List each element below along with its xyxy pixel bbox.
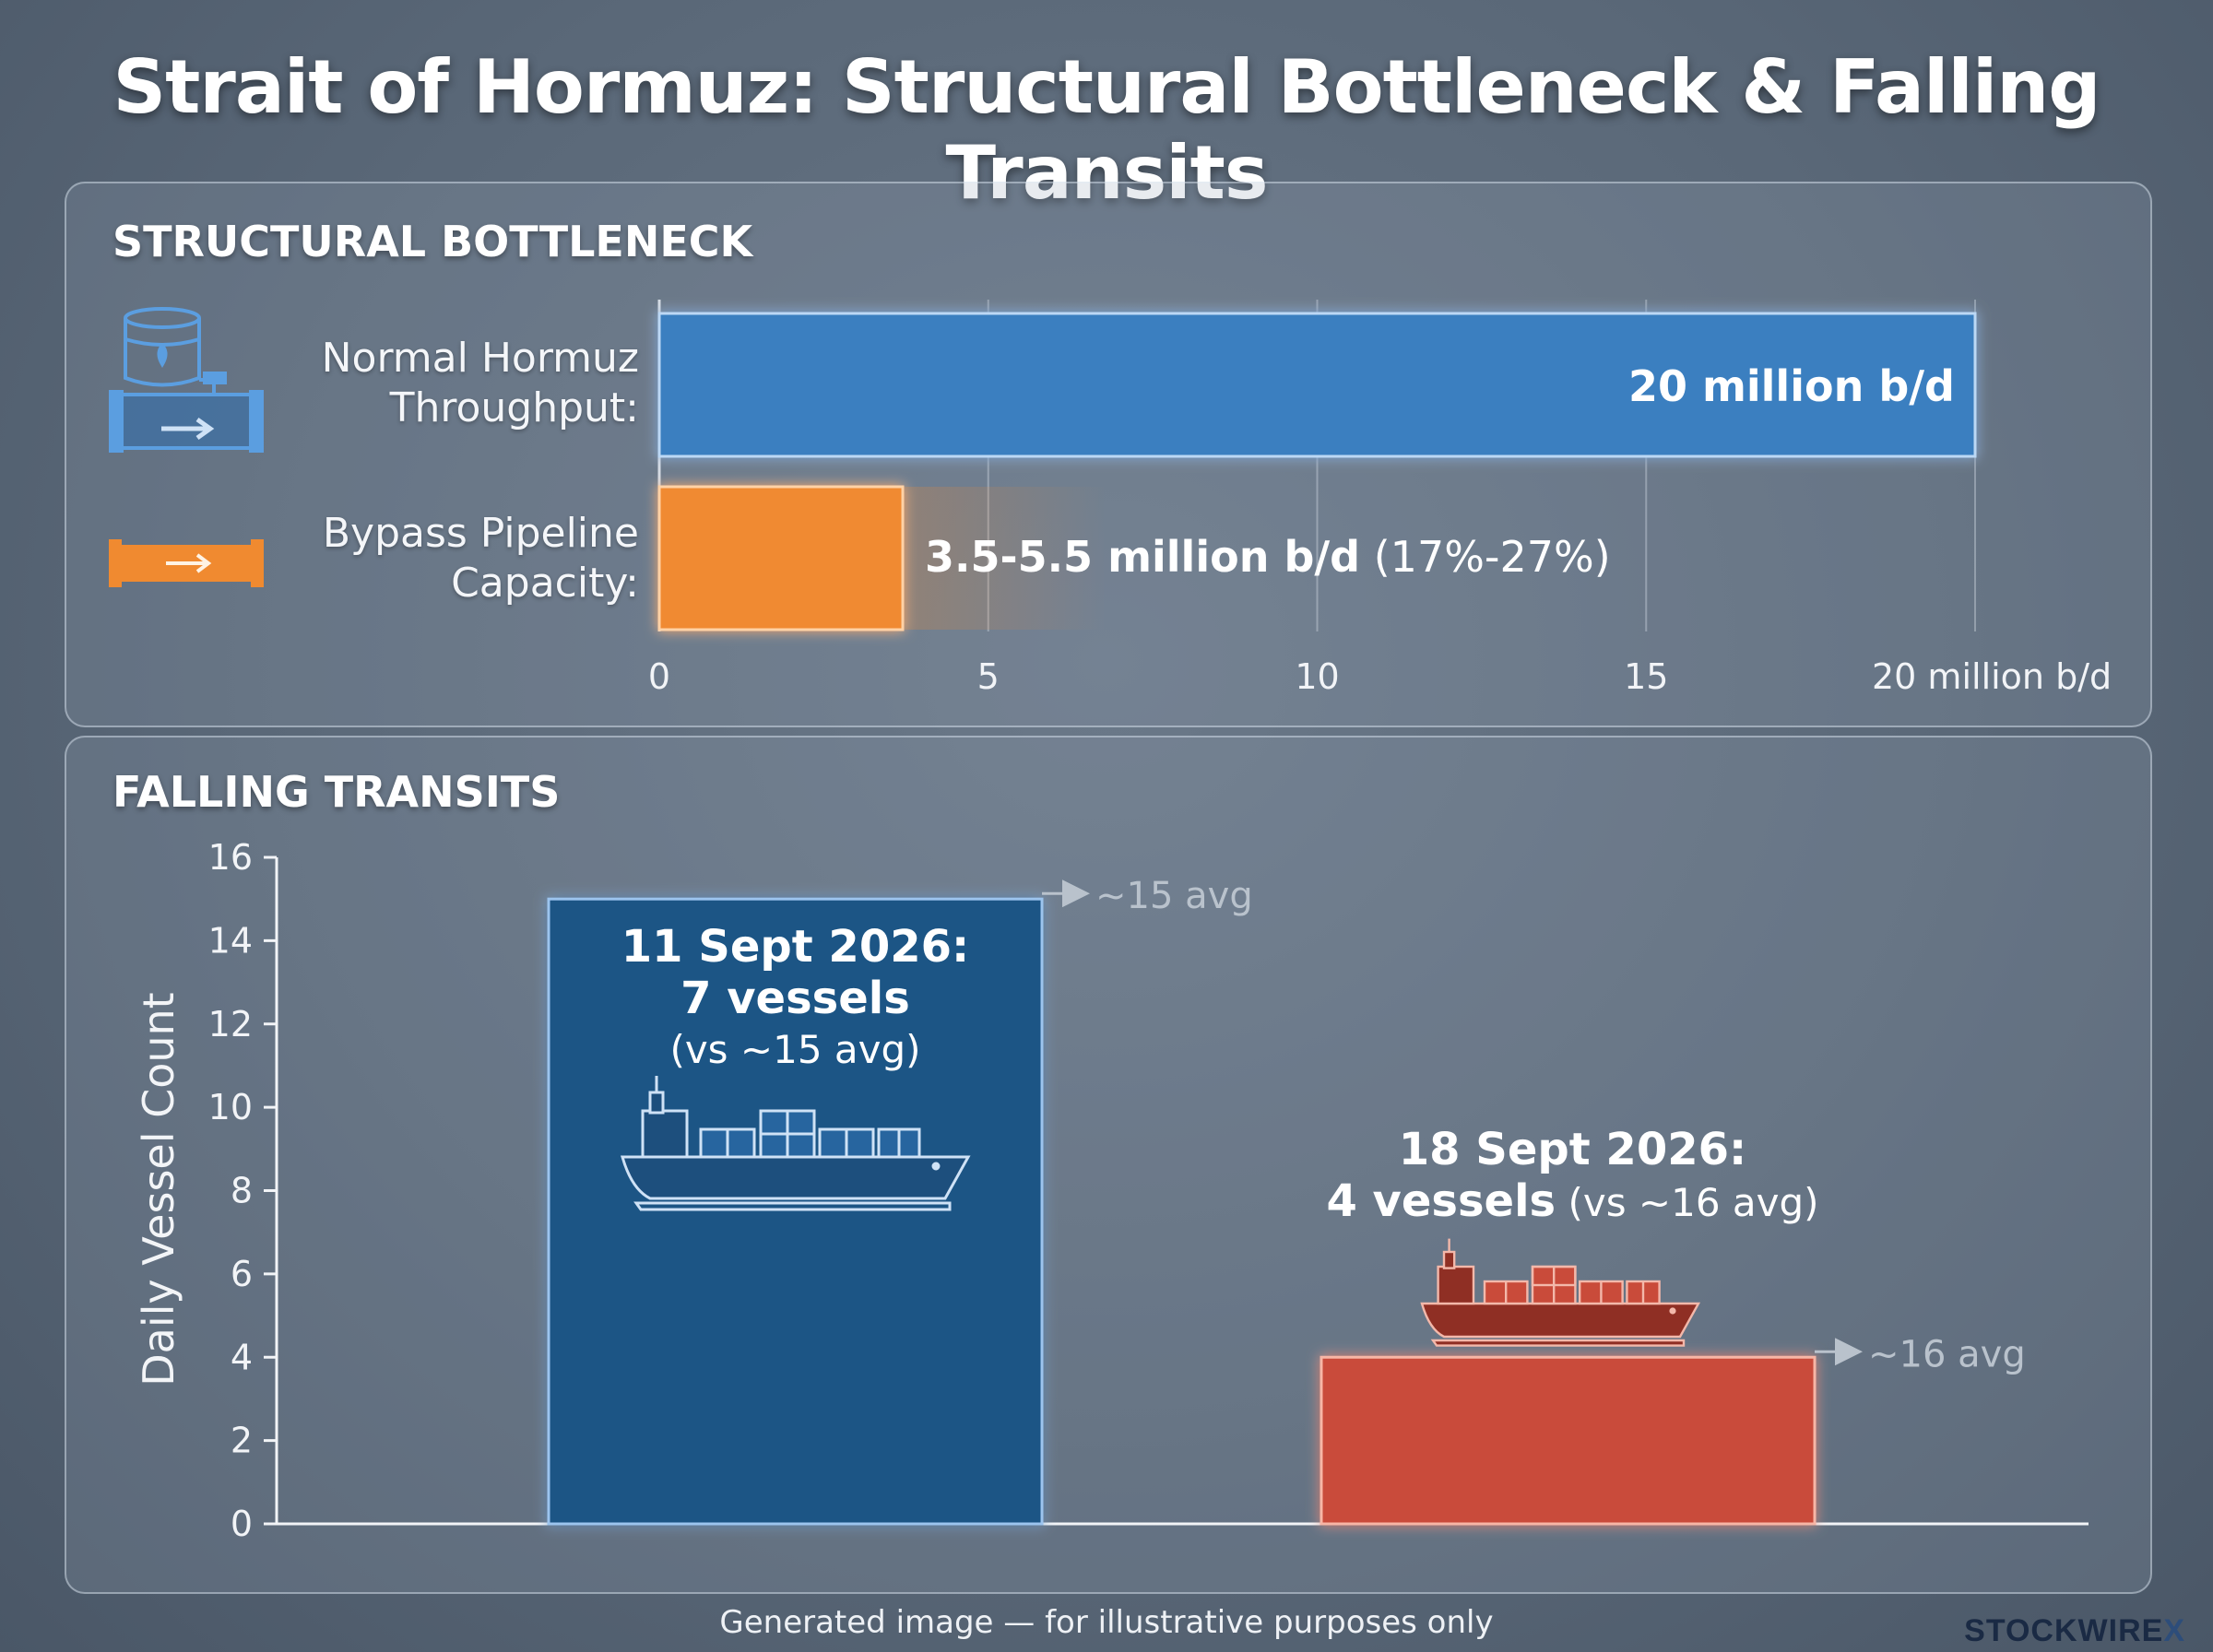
bar-label-title: 11 Sept 2026: [621, 921, 969, 973]
transits-bar-chart: 0 2 4 6 8 10 12 14 16 Daily Vessel Count ~15 avg ~1… [134, 837, 2089, 1544]
y-tick-label: 8 [231, 1171, 253, 1211]
bar-label-count: 4 vessels (vs ~16 avg) [1326, 1175, 1818, 1227]
y-tick-label: 4 [231, 1337, 253, 1377]
oil-barrel-pipe-icon [109, 307, 264, 453]
panel-title-bottleneck: STRUCTURAL BOTTLENECK [112, 217, 753, 266]
x-tick-label: 15 [1624, 656, 1668, 697]
page-title: Strait of Hormuz: Structural Bottleneck … [112, 44, 2101, 216]
y-tick-label: 6 [231, 1254, 253, 1294]
bar-transit-1 [547, 897, 1044, 1526]
bar-transit-2 [1320, 1355, 1817, 1526]
panel-title-transits: FALLING TRANSITS [112, 767, 561, 817]
y-tick-label: 14 [208, 920, 253, 961]
bar-label-sub: (vs ~15 avg) [669, 1027, 920, 1072]
brand-logo: STOCKWIREX [1964, 1613, 2185, 1648]
x-tick-label: 5 [977, 656, 1000, 697]
value-label-bypass: 3.5-5.5 million b/d (17%-27%) [925, 532, 1611, 582]
bar-bypass-capacity [657, 485, 905, 631]
x-tick-label: 10 [1295, 656, 1339, 697]
value-label-throughput: 20 million b/d [1628, 361, 1955, 411]
bar-label-count: 7 vessels [680, 973, 910, 1024]
y-tick-label: 16 [208, 837, 253, 878]
bottleneck-bar-chart: 0 5 10 15 20 million b/d 20 million b/d 3.5-5.… [648, 300, 2112, 697]
avg-label: ~16 avg [1868, 1333, 2026, 1375]
bar-label-title: 18 Sept 2026: [1399, 1124, 1746, 1175]
avg-label: ~15 avg [1095, 875, 1253, 917]
row-label-bypass: Bypass Pipeline Capacity: [322, 510, 639, 607]
pipeline-icon [109, 539, 264, 587]
y-tick-label: 2 [231, 1421, 253, 1461]
bar-normal-throughput [657, 312, 1977, 458]
row-label-throughput: Normal Hormuz Throughput: [321, 335, 639, 431]
y-tick-label: 0 [231, 1504, 253, 1544]
y-axis-label: Daily Vessel Count [134, 992, 183, 1386]
cargo-ship-icon [621, 1076, 971, 1211]
footer-disclaimer: Generated image — for illustrative purpo… [719, 1604, 1494, 1641]
x-tick-label: 20 million b/d [1872, 656, 2112, 697]
cargo-ship-icon [1420, 1238, 1701, 1347]
y-tick-label: 10 [208, 1087, 253, 1127]
x-tick-label: 0 [648, 656, 670, 697]
y-tick-label: 12 [208, 1004, 253, 1044]
